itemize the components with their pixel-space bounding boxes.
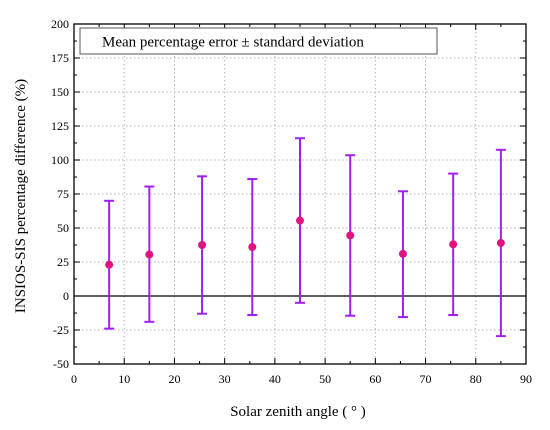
y-tick-labels: -50 -25 0 25 50 75 100 125 150 175 200 <box>51 17 69 371</box>
y-tick-label: 150 <box>51 85 69 99</box>
y-tick-label: 175 <box>51 51 69 65</box>
x-tick-label: 0 <box>71 372 77 386</box>
legend-box: Mean percentage error ± standard deviati… <box>79 27 438 55</box>
data-point <box>198 241 207 249</box>
data-point <box>398 249 407 258</box>
x-tick-label: 50 <box>319 372 331 386</box>
y-tick-label: 100 <box>51 153 69 167</box>
data-point <box>145 250 154 259</box>
y-tick-label: -25 <box>53 323 69 337</box>
axis-ticks <box>73 23 527 365</box>
y-tick-label: -50 <box>53 357 69 371</box>
y-tick-label: 125 <box>51 119 69 133</box>
x-tick-label: 10 <box>118 372 130 386</box>
y-tick-label: 75 <box>57 187 69 201</box>
data-point <box>449 240 458 249</box>
data-points <box>105 216 505 269</box>
x-tick-label: 70 <box>420 372 432 386</box>
x-tick-labels: 0 10 20 30 40 50 60 70 80 90 <box>71 372 532 386</box>
legend-box-text: Mean percentage error ± standard deviati… <box>102 35 364 51</box>
x-tick-label: 90 <box>520 372 532 386</box>
y-tick-label: 50 <box>57 221 69 235</box>
data-point <box>346 231 355 240</box>
data-point <box>105 260 114 269</box>
data-point <box>296 216 304 225</box>
x-tick-label: 40 <box>269 372 281 386</box>
data-point <box>496 238 505 247</box>
y-tick-label: 200 <box>51 17 69 31</box>
y-tick-label: 25 <box>57 255 69 269</box>
x-tick-label: 20 <box>168 372 180 386</box>
x-axis-title: Solar zenith angle ( ° ) <box>230 404 366 420</box>
x-tick-label: 80 <box>470 372 482 386</box>
x-tick-label: 60 <box>369 372 381 386</box>
x-tick-label: 30 <box>219 372 231 386</box>
data-point <box>248 243 257 252</box>
y-axis-title: INSIOS-SIS percentage difference (%) <box>13 79 29 313</box>
y-tick-label: 0 <box>63 289 69 303</box>
